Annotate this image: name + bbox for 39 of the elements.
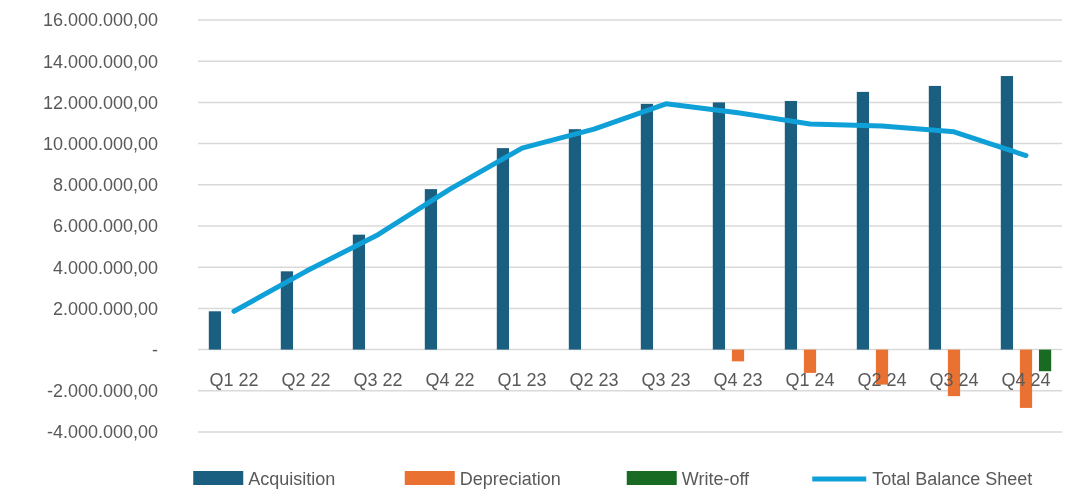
bar bbox=[496, 148, 510, 350]
bar bbox=[928, 85, 942, 350]
y-tick-label: 8.000.000,00 bbox=[52, 175, 158, 196]
y-tick-label: 6.000.000,00 bbox=[52, 216, 158, 237]
y-tick-label: 14.000.000,00 bbox=[42, 51, 158, 72]
y-tick-label: 4.000.000,00 bbox=[52, 257, 158, 278]
x-tick-label: Q1 23 bbox=[497, 369, 547, 390]
x-tick-label: Q4 23 bbox=[713, 369, 763, 390]
bar bbox=[352, 234, 366, 350]
bar bbox=[1000, 76, 1014, 350]
y-tick-label: -4.000.000,00 bbox=[46, 422, 158, 443]
legend-label: Acquisition bbox=[248, 469, 336, 489]
x-tick-label: Q2 22 bbox=[281, 369, 331, 390]
bar bbox=[280, 271, 294, 350]
x-tick-label: Q3 22 bbox=[353, 369, 403, 390]
y-tick-label: 16.000.000,00 bbox=[42, 10, 158, 31]
bar bbox=[208, 311, 222, 350]
y-tick-label: 12.000.000,00 bbox=[42, 92, 158, 113]
bar bbox=[640, 103, 654, 350]
x-tick-label: Q1 24 bbox=[785, 369, 835, 390]
bar bbox=[731, 349, 745, 362]
bar bbox=[712, 102, 726, 350]
bar bbox=[424, 189, 438, 350]
x-tick-label: Q4 22 bbox=[425, 369, 475, 390]
bar bbox=[803, 349, 817, 373]
y-tick-label: 2.000.000,00 bbox=[52, 298, 158, 319]
legend-label: Depreciation bbox=[459, 469, 561, 489]
bar bbox=[568, 129, 582, 350]
x-tick-label: Q1 22 bbox=[209, 369, 259, 390]
bar bbox=[856, 91, 870, 350]
legend-label: Total Balance Sheet bbox=[872, 469, 1033, 489]
legend-label: Write-off bbox=[681, 469, 751, 489]
y-tick-label: - bbox=[152, 339, 158, 360]
y-tick-label: 10.000.000,00 bbox=[42, 133, 158, 154]
x-tick-label: Q2 23 bbox=[569, 369, 619, 390]
x-tick-label: Q3 23 bbox=[641, 369, 691, 390]
y-tick-label: -2.000.000,00 bbox=[46, 381, 158, 402]
bar bbox=[1038, 349, 1052, 372]
bar bbox=[784, 100, 798, 350]
